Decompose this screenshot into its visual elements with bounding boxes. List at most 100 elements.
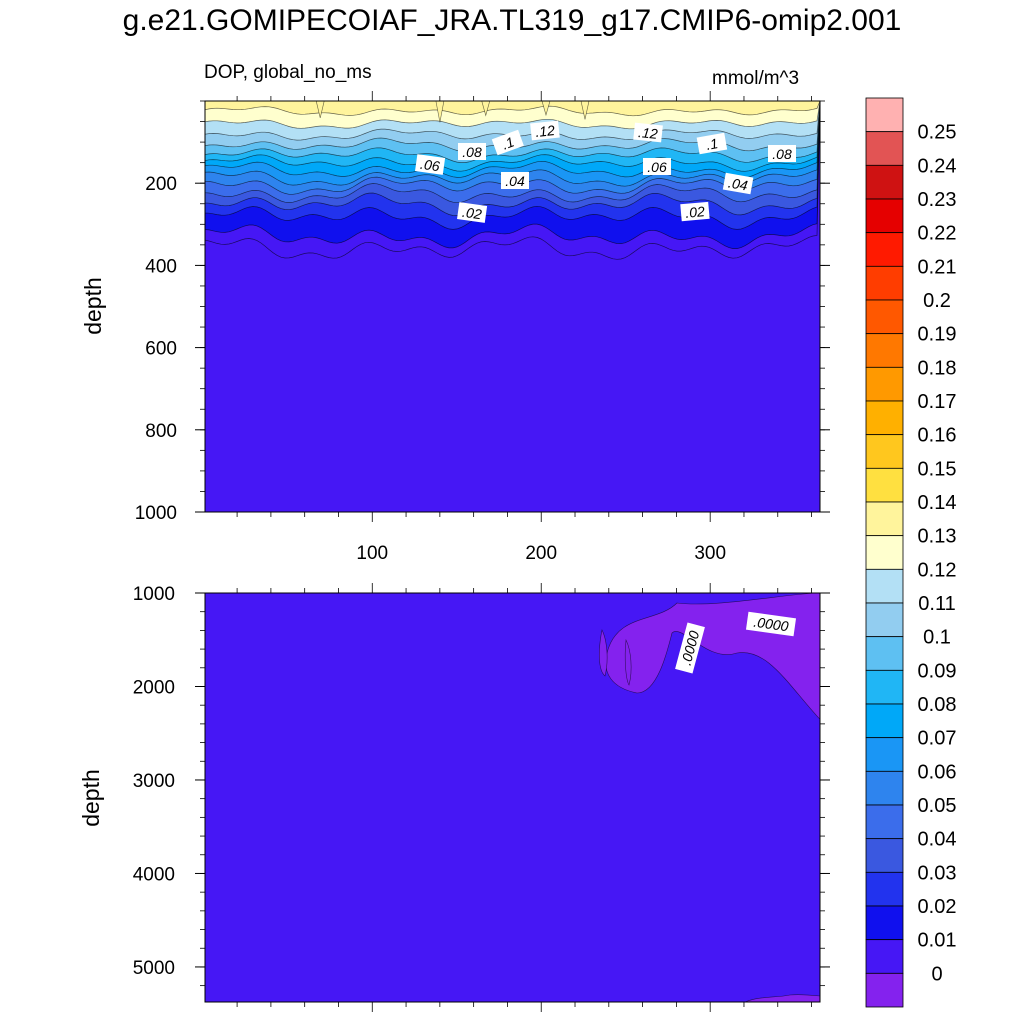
- contour-label-bg: [680, 201, 710, 222]
- colorbar-swatch: [865, 131, 904, 166]
- colorbar-swatch: [865, 770, 904, 806]
- contour-label-bg: [633, 122, 663, 143]
- contour-label-text: .04: [505, 173, 525, 189]
- contour-label-text: .1: [500, 133, 516, 152]
- x-tick-label: 300: [694, 543, 726, 564]
- variable-subtitle: DOP, global_no_ms: [204, 62, 372, 83]
- colorbar-label: 0.17: [918, 391, 957, 413]
- colorbar-label: 0.02: [918, 896, 957, 918]
- contour-label: .06: [643, 158, 671, 175]
- x-tick-label: 100: [356, 543, 388, 564]
- contour-label-bg: [643, 158, 671, 175]
- colorbar-swatch: [865, 871, 904, 907]
- contour-label-bg: [415, 154, 446, 175]
- colorbar-swatch: [865, 434, 904, 469]
- contour-label: .02: [457, 202, 488, 223]
- contour-label-bg: [745, 611, 797, 637]
- negative-sliver: [744, 994, 821, 1003]
- contour-label-text: .06: [419, 156, 441, 175]
- y-tick-label: 3000: [133, 771, 175, 792]
- colorbar-swatch: [865, 97, 904, 133]
- y-tick-label: 200: [145, 174, 177, 195]
- colorbar-swatch: [865, 636, 904, 671]
- colorbar-swatch: [865, 939, 904, 974]
- colorbar-swatch: [865, 467, 904, 503]
- contour-label: .0000: [745, 611, 797, 637]
- colorbar-swatch: [865, 265, 904, 301]
- contour-label: .1: [696, 132, 728, 155]
- contour-label-text: .04: [727, 174, 749, 193]
- contour-label-bg: [491, 129, 524, 156]
- contour-label-text: .12: [534, 122, 555, 140]
- colorbar-swatch: [865, 366, 904, 402]
- y-tick-label: 400: [145, 256, 177, 277]
- colorbar-label: 0.06: [918, 761, 957, 783]
- contour-label-text: .02: [461, 204, 483, 223]
- chart-title: g.e21.GOMIPECOIAF_JRA.TL319_g17.CMIP6-om…: [122, 4, 902, 37]
- colorbar-label: 0.1: [923, 627, 951, 649]
- contour-label-text: .08: [462, 144, 482, 160]
- colorbar-label: 0.11: [918, 593, 955, 615]
- colorbar-swatch: [865, 164, 904, 200]
- y-tick-label: 2000: [133, 677, 175, 698]
- contour-label-text: .0000: [753, 614, 790, 635]
- contour-label: .1: [491, 129, 524, 156]
- colorbar-swatch: [865, 400, 904, 436]
- contour-label: .04: [722, 172, 754, 195]
- contour-label: .04: [501, 172, 529, 189]
- y-tick-label: 600: [145, 339, 177, 360]
- contour-label: .12: [633, 122, 663, 143]
- colorbar-label: 0.07: [918, 728, 957, 750]
- y-tick-label: 4000: [133, 864, 175, 885]
- colorbar-label: 0.25: [918, 122, 957, 144]
- colorbar-swatch: [865, 804, 904, 840]
- y-tick-label: 1000: [135, 503, 177, 524]
- colorbar-swatch: [865, 198, 904, 234]
- contour-label-bg: [675, 622, 705, 674]
- colorbar-label: 0.19: [918, 324, 957, 346]
- contour-label-bg: [768, 145, 796, 162]
- y-tick-label: 5000: [133, 958, 175, 979]
- colorbar-swatch: [865, 535, 904, 570]
- negative-sliver: [599, 629, 608, 677]
- colorbar-swatch: [865, 737, 904, 772]
- contour-label-text: .1: [705, 135, 719, 153]
- colorbar-label: 0.09: [918, 660, 957, 682]
- colorbar-label: 0.03: [918, 862, 957, 884]
- upper-y-axis-label: depth: [80, 277, 106, 335]
- colorbar-label: 0.23: [918, 189, 957, 211]
- contour-label-text: .02: [685, 203, 706, 221]
- negative-sliver: [624, 638, 632, 686]
- contour-label-text: .06: [647, 159, 667, 175]
- colorbar-label: 0.13: [918, 526, 957, 548]
- contour-label: .08: [458, 143, 486, 160]
- colorbar-label: 0.22: [918, 223, 957, 245]
- contour-label: .06: [415, 154, 446, 175]
- units-subtitle: mmol/m^3: [712, 68, 800, 89]
- x-tick-label: 200: [525, 543, 557, 564]
- contour-label: .02: [680, 201, 710, 222]
- colorbar-label: 0.15: [918, 458, 957, 480]
- colorbar-swatch: [865, 299, 904, 335]
- colorbar-label: 0.04: [918, 829, 957, 851]
- contour-label-text: .12: [637, 124, 658, 142]
- colorbar-swatch: [865, 838, 904, 873]
- contour-label-bg: [458, 143, 486, 160]
- lower-plot-frame: [204, 592, 821, 1003]
- colorbar-label: 0.12: [918, 559, 957, 581]
- contour-label-text: .08: [772, 146, 792, 162]
- colorbar-label: 0.16: [918, 425, 957, 447]
- lower-y-axis-label: depth: [78, 769, 104, 827]
- colorbar-swatch: [865, 669, 904, 705]
- contour-label-bg: [696, 132, 728, 155]
- y-tick-label: 1000: [133, 584, 175, 605]
- colorbar-label: 0.21: [918, 256, 957, 278]
- colorbar-label: 0.01: [918, 930, 957, 952]
- colorbar-label: 0.24: [918, 155, 957, 177]
- colorbar-swatch: [865, 602, 904, 638]
- colorbar-label: 0: [931, 963, 942, 985]
- colorbar-swatch: [865, 905, 904, 941]
- colorbar-swatch: [865, 333, 904, 368]
- colorbar-swatch: [865, 568, 904, 604]
